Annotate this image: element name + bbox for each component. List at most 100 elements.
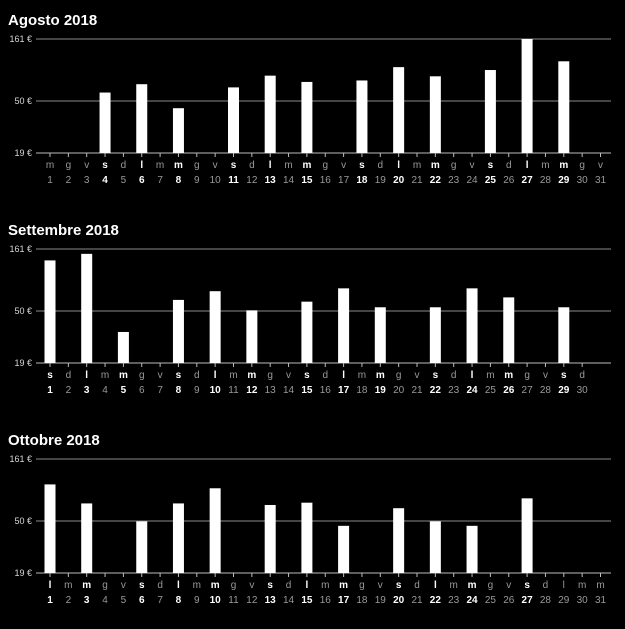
bar-day-1[interactable]	[44, 484, 56, 573]
bar-day-6[interactable]	[136, 521, 148, 573]
day-number-label: 5	[121, 175, 127, 186]
day-number-label: 17	[338, 595, 350, 606]
weekday-label: d	[194, 370, 200, 381]
weekday-label: l	[177, 580, 180, 591]
weekday-label: m	[596, 580, 604, 591]
weekday-label: m	[578, 580, 586, 591]
weekday-label: s	[396, 580, 402, 591]
day-number-label: 6	[139, 175, 145, 186]
day-number-label: 25	[485, 595, 497, 606]
weekday-label: d	[451, 370, 457, 381]
weekday-label: m	[284, 160, 292, 171]
day-number-label: 29	[558, 385, 570, 396]
bar-day-10[interactable]	[209, 488, 221, 573]
bar-day-29[interactable]	[558, 61, 570, 153]
weekday-label: v	[158, 370, 163, 381]
bar-day-24[interactable]	[466, 288, 478, 363]
y-tick-label: 19 €	[14, 148, 32, 158]
bar-day-3[interactable]	[81, 503, 93, 573]
day-number-label: 19	[375, 595, 387, 606]
day-number-label: 30	[577, 385, 589, 396]
day-number-label: 26	[503, 385, 515, 396]
weekday-label: m	[468, 580, 477, 591]
weekday-label: m	[450, 580, 458, 591]
bar-day-27[interactable]	[521, 498, 533, 573]
bar-day-22[interactable]	[429, 307, 441, 363]
day-number-label: 28	[540, 175, 552, 186]
day-number-label: 28	[540, 385, 552, 396]
bar-day-25[interactable]	[484, 70, 496, 153]
day-number-label: 2	[66, 175, 72, 186]
bar-day-11[interactable]	[228, 87, 239, 153]
day-number-label: 7	[157, 385, 163, 396]
bar-day-17[interactable]	[338, 525, 350, 573]
day-number-label: 2	[66, 385, 72, 396]
weekday-label: m	[358, 370, 366, 381]
weekday-label: s	[488, 160, 494, 171]
day-number-label: 10	[210, 385, 222, 396]
bar-day-18[interactable]	[356, 80, 368, 153]
day-number-label: 18	[356, 595, 368, 606]
bar-day-6[interactable]	[136, 84, 148, 153]
weekday-label: m	[211, 580, 220, 591]
bar-day-5[interactable]	[117, 331, 129, 363]
bar-day-29[interactable]	[558, 307, 570, 363]
chart-title: Ottobre 2018	[8, 432, 100, 449]
bar-day-15[interactable]	[301, 301, 313, 363]
weekday-label: d	[414, 580, 420, 591]
weekday-label: d	[378, 160, 384, 171]
weekday-label: m	[82, 580, 91, 591]
bar-day-20[interactable]	[393, 67, 405, 153]
day-number-label: 4	[102, 595, 108, 606]
weekday-label: v	[341, 160, 346, 171]
weekday-label: d	[249, 160, 255, 171]
bar-day-26[interactable]	[503, 297, 515, 363]
bar-day-15[interactable]	[301, 81, 313, 153]
bar-day-8[interactable]	[172, 299, 184, 363]
day-number-label: 7	[157, 595, 163, 606]
bar-day-17[interactable]	[338, 288, 350, 363]
day-number-label: 12	[246, 385, 258, 396]
bar-day-8[interactable]	[172, 503, 184, 573]
bar-day-1[interactable]	[44, 260, 56, 363]
weekday-label: v	[378, 580, 383, 591]
bar-day-12[interactable]	[246, 310, 258, 363]
bar-day-27[interactable]	[521, 39, 533, 153]
chart-title: Settembre 2018	[8, 222, 119, 239]
bar-day-22[interactable]	[429, 521, 441, 573]
day-number-label: 20	[393, 385, 405, 396]
y-tick-label: 50 €	[14, 306, 32, 316]
y-tick-label: 50 €	[14, 96, 32, 106]
weekday-label: d	[286, 580, 292, 591]
bar-day-22[interactable]	[429, 76, 441, 153]
weekday-label: m	[559, 160, 568, 171]
day-number-label: 12	[246, 175, 258, 186]
bar-day-15[interactable]	[301, 502, 313, 573]
bar-day-10[interactable]	[209, 291, 221, 363]
weekday-label: g	[139, 370, 145, 381]
bar-day-4[interactable]	[99, 92, 111, 153]
bar-day-8[interactable]	[172, 108, 184, 153]
day-number-label: 31	[595, 595, 607, 606]
weekday-label: g	[396, 370, 402, 381]
day-number-label: 16	[320, 175, 332, 186]
weekday-label: l	[526, 160, 529, 171]
day-number-label: 23	[448, 595, 460, 606]
weekday-label: m	[302, 160, 311, 171]
day-number-label: 30	[577, 595, 589, 606]
day-number-label: 20	[393, 175, 405, 186]
bar-day-3[interactable]	[81, 253, 93, 363]
bar-day-20[interactable]	[393, 508, 405, 573]
day-number-label: 11	[228, 175, 239, 186]
day-number-label: 22	[430, 595, 442, 606]
bar-day-24[interactable]	[466, 525, 478, 573]
day-number-label: 22	[430, 175, 442, 186]
bar-day-19[interactable]	[374, 307, 386, 363]
weekday-label: s	[267, 580, 273, 591]
day-number-label: 28	[540, 595, 552, 606]
weekday-label: d	[543, 580, 549, 591]
bar-day-13[interactable]	[264, 504, 276, 573]
bar-day-13[interactable]	[264, 75, 276, 153]
day-number-label: 3	[84, 385, 90, 396]
